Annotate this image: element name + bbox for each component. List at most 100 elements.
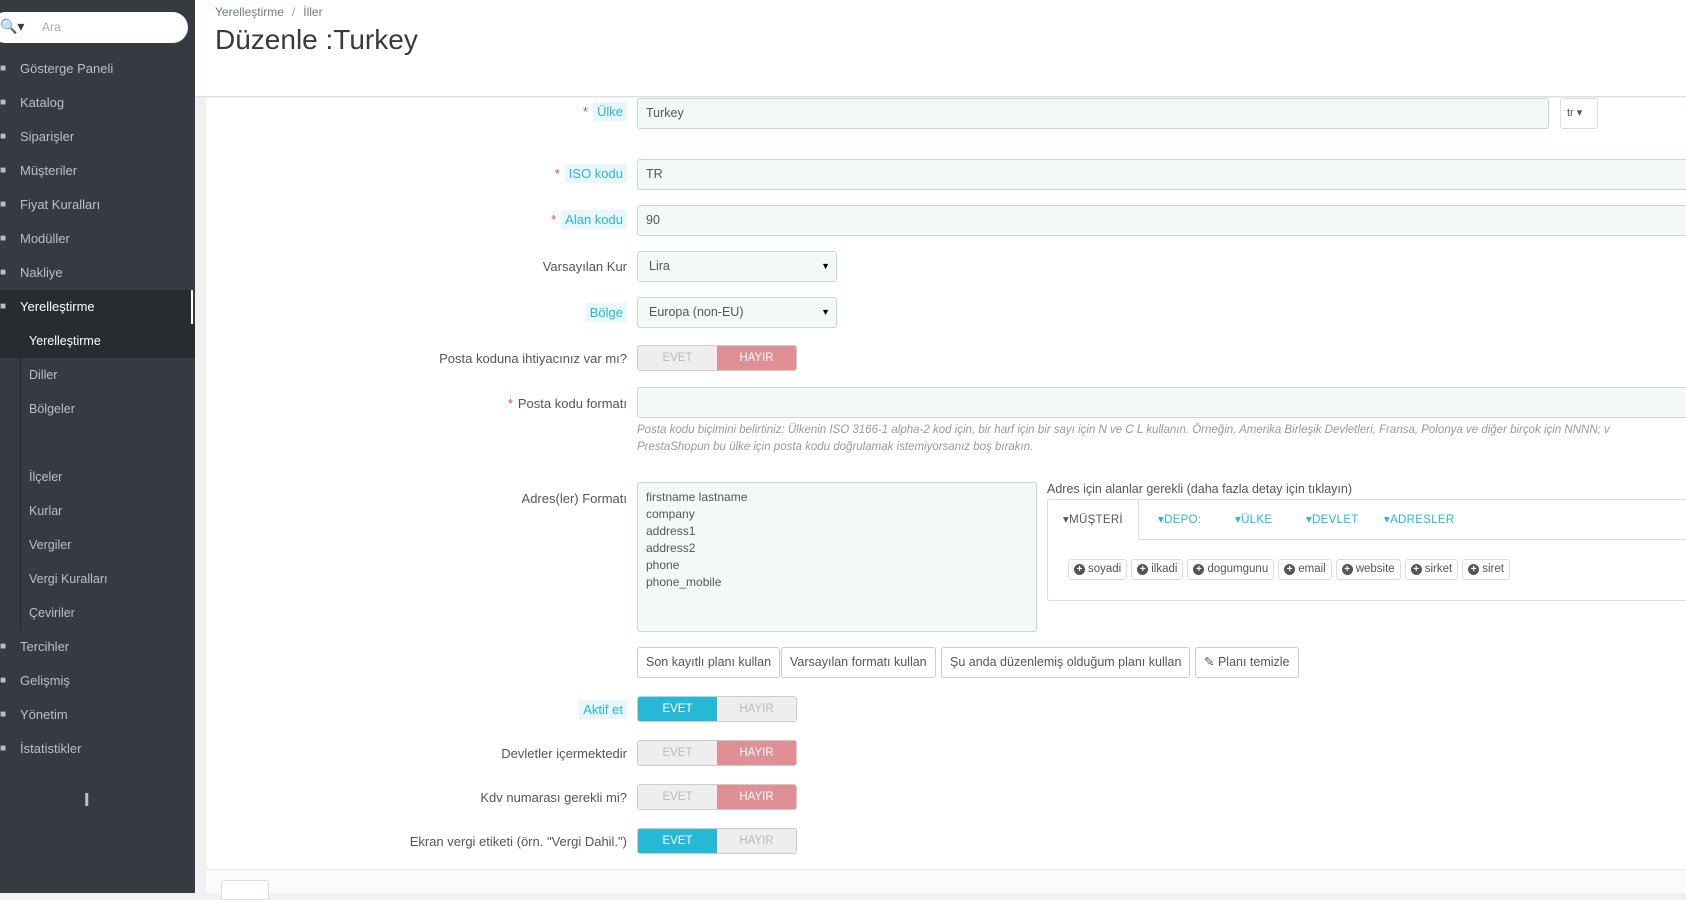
toggle-no[interactable]: HAYIR [717, 741, 796, 765]
address-format-label: Adres(ler) Formatı [521, 491, 627, 506]
field-chip[interactable]: + dogumgunu [1187, 559, 1275, 580]
sidebar-subitem[interactable]: Vergiler [0, 528, 195, 562]
currency-label: Varsayılan Kur [542, 259, 627, 274]
menu-label: Gösterge Paneli [20, 61, 114, 76]
caret-down-icon: ▾ [1384, 514, 1391, 526]
field-chip[interactable]: + website [1335, 559, 1401, 580]
footer-button[interactable] [221, 880, 269, 900]
plus-circle-icon: + [1284, 564, 1296, 575]
sidebar-subitem[interactable]: Yerelleştirme [0, 324, 195, 358]
eraser-icon: ✎ [1204, 655, 1218, 669]
caret-down-icon: ▼ [821, 307, 830, 317]
tab-0[interactable]: ▾MÜŞTERİ [1048, 500, 1139, 541]
plus-circle-icon: + [1410, 564, 1422, 575]
toggle-yes[interactable]: EVET [638, 741, 717, 765]
button-label: Son kayıtlı planı kullan [646, 655, 772, 669]
sidebar-subitem[interactable]: Diller [0, 358, 195, 392]
active-toggle[interactable]: EVET HAYIR [637, 696, 797, 722]
menu-label: İlçeler [29, 470, 63, 484]
sidebar-item[interactable]: ■ Yerelleştirme [0, 290, 193, 324]
sidebar-item[interactable]: ■ Fiyat Kuralları [0, 188, 195, 222]
sidebar-item[interactable]: ■ Tercihler [0, 630, 195, 664]
tab-3[interactable]: ▾DEVLET [1306, 500, 1359, 540]
collapse-menu-icon[interactable]: |||| [84, 790, 89, 806]
tab-2[interactable]: ▾ÜLKE [1235, 500, 1272, 540]
tab-1[interactable]: ▾DEPO: [1158, 500, 1201, 540]
address-format-button[interactable]: Varsayılan formatı kullan [781, 647, 936, 678]
sidebar-subitem[interactable]: İlçeler [0, 460, 195, 494]
zone-value: Europa (non-EU) [649, 305, 744, 319]
call-prefix-input[interactable]: 90 [637, 205, 1686, 236]
language-code: tr [1567, 107, 1574, 119]
sidebar-subitem[interactable]: Bölgeler [0, 392, 195, 426]
contains-states-label: Devletler içermektedir [501, 746, 627, 761]
breadcrumb-item[interactable]: Yerelleştirme [215, 5, 284, 19]
plus-circle-icon: + [1193, 564, 1205, 575]
sidebar-item[interactable]: ■ Gelişmiş [0, 664, 195, 698]
country-input[interactable]: Turkey [637, 98, 1549, 129]
sidebar-item[interactable]: ■ Gösterge Paneli [0, 52, 195, 86]
address-fields-label[interactable]: Adres için alanlar gerekli (daha fazla d… [1047, 482, 1353, 496]
toggle-no[interactable]: HAYIR [717, 697, 796, 721]
sidebar-item[interactable]: ■ Nakliye [0, 256, 195, 290]
chip-label: soyadi [1088, 563, 1122, 575]
menu-label: Diller [29, 368, 58, 382]
breadcrumb-item[interactable]: İller [303, 5, 323, 19]
need-zip-label: Posta koduna ihtiyacınız var mı? [439, 351, 627, 366]
chip-label: ilkadi [1151, 563, 1178, 575]
field-chip[interactable]: + soyadi [1068, 559, 1128, 580]
toggle-yes[interactable]: EVET [638, 346, 717, 370]
address-format-button[interactable]: Son kayıtlı planı kullan [637, 647, 781, 678]
orders-icon: ■ [0, 131, 7, 142]
toggle-yes[interactable]: EVET [638, 829, 717, 853]
menu-label: Vergi Kuralları [29, 572, 108, 586]
toggle-yes[interactable]: EVET [638, 697, 717, 721]
tab-4[interactable]: ▾ADRESLER [1384, 500, 1454, 540]
language-dropdown[interactable]: tr ▾ [1560, 98, 1598, 129]
caret-down-icon: ▾ [1235, 514, 1242, 526]
plus-circle-icon: + [1137, 564, 1149, 575]
search-box[interactable]: 🔍▾ Ara [0, 12, 188, 43]
zip-format-label: * Posta kodu formatı [507, 396, 627, 411]
sidebar-item[interactable]: ■ İstatistikler [0, 732, 195, 766]
breadcrumb: Yerelleştirme / İller [215, 5, 323, 19]
zip-format-input[interactable] [637, 387, 1686, 418]
zone-label: Bölge [585, 303, 627, 322]
address-format-button[interactable]: ✎ Planı temizle [1195, 647, 1299, 678]
sidebar-item[interactable]: ■ Siparişler [0, 120, 195, 154]
need-vat-label: Kdv numarası gerekli mi? [480, 790, 627, 805]
toggle-yes[interactable]: EVET [638, 785, 717, 809]
contains-states-toggle[interactable]: EVET HAYIR [637, 740, 797, 766]
sidebar: 🔍▾ Ara ■ Gösterge Paneli ■ Katalog ■ Siparişl… [0, 0, 837, 893]
display-tax-label: Ekran vergi etiketi (örn. "Vergi Dahil."… [409, 834, 627, 849]
display-tax-toggle[interactable]: EVET HAYIR [637, 828, 797, 854]
sidebar-subitem[interactable]: Çeviriler [0, 596, 195, 630]
need-zip-toggle[interactable]: EVET HAYIR [637, 345, 797, 371]
field-chip[interactable]: + ilkadi [1131, 559, 1184, 580]
field-chip[interactable]: + sirket [1404, 559, 1459, 580]
menu-label: Yerelleştirme [20, 299, 95, 314]
address-format-button[interactable]: Şu anda düzenlemiş olduğum planı kullan [941, 647, 1191, 678]
currency-select[interactable]: Lira ▼ [637, 251, 837, 282]
caret-down-icon: ▾ [1576, 107, 1583, 119]
toggle-no[interactable]: HAYIR [717, 829, 796, 853]
field-chip[interactable]: + email [1278, 559, 1332, 580]
search-icon[interactable]: 🔍▾ [0, 18, 25, 34]
toggle-no[interactable]: HAYIR [717, 785, 796, 809]
sidebar-item[interactable]: ■ Yönetim [0, 698, 195, 732]
zone-select[interactable]: Europa (non-EU) ▼ [637, 297, 837, 328]
tab-label: ÜLKE [1241, 514, 1273, 526]
field-chip[interactable]: + siret [1462, 559, 1510, 580]
search-input[interactable]: Ara [42, 20, 61, 34]
sidebar-item[interactable]: ■ Müşteriler [0, 154, 195, 188]
menu-label: Nakliye [20, 265, 63, 280]
iso-code-input[interactable]: TR [637, 159, 1686, 190]
sidebar-subitem[interactable]: Vergi Kuralları [0, 562, 195, 596]
sidebar-subitem[interactable]: Kurlar [0, 494, 195, 528]
sidebar-item[interactable]: ■ Katalog [0, 86, 195, 120]
toggle-no[interactable]: HAYIR [717, 346, 796, 370]
address-format-textarea[interactable]: firstname lastname company address1 address… [637, 482, 1037, 632]
menu-label: Çeviriler [29, 606, 75, 620]
sidebar-item[interactable]: ■ Modüller [0, 222, 195, 256]
need-vat-toggle[interactable]: EVET HAYIR [637, 784, 797, 810]
